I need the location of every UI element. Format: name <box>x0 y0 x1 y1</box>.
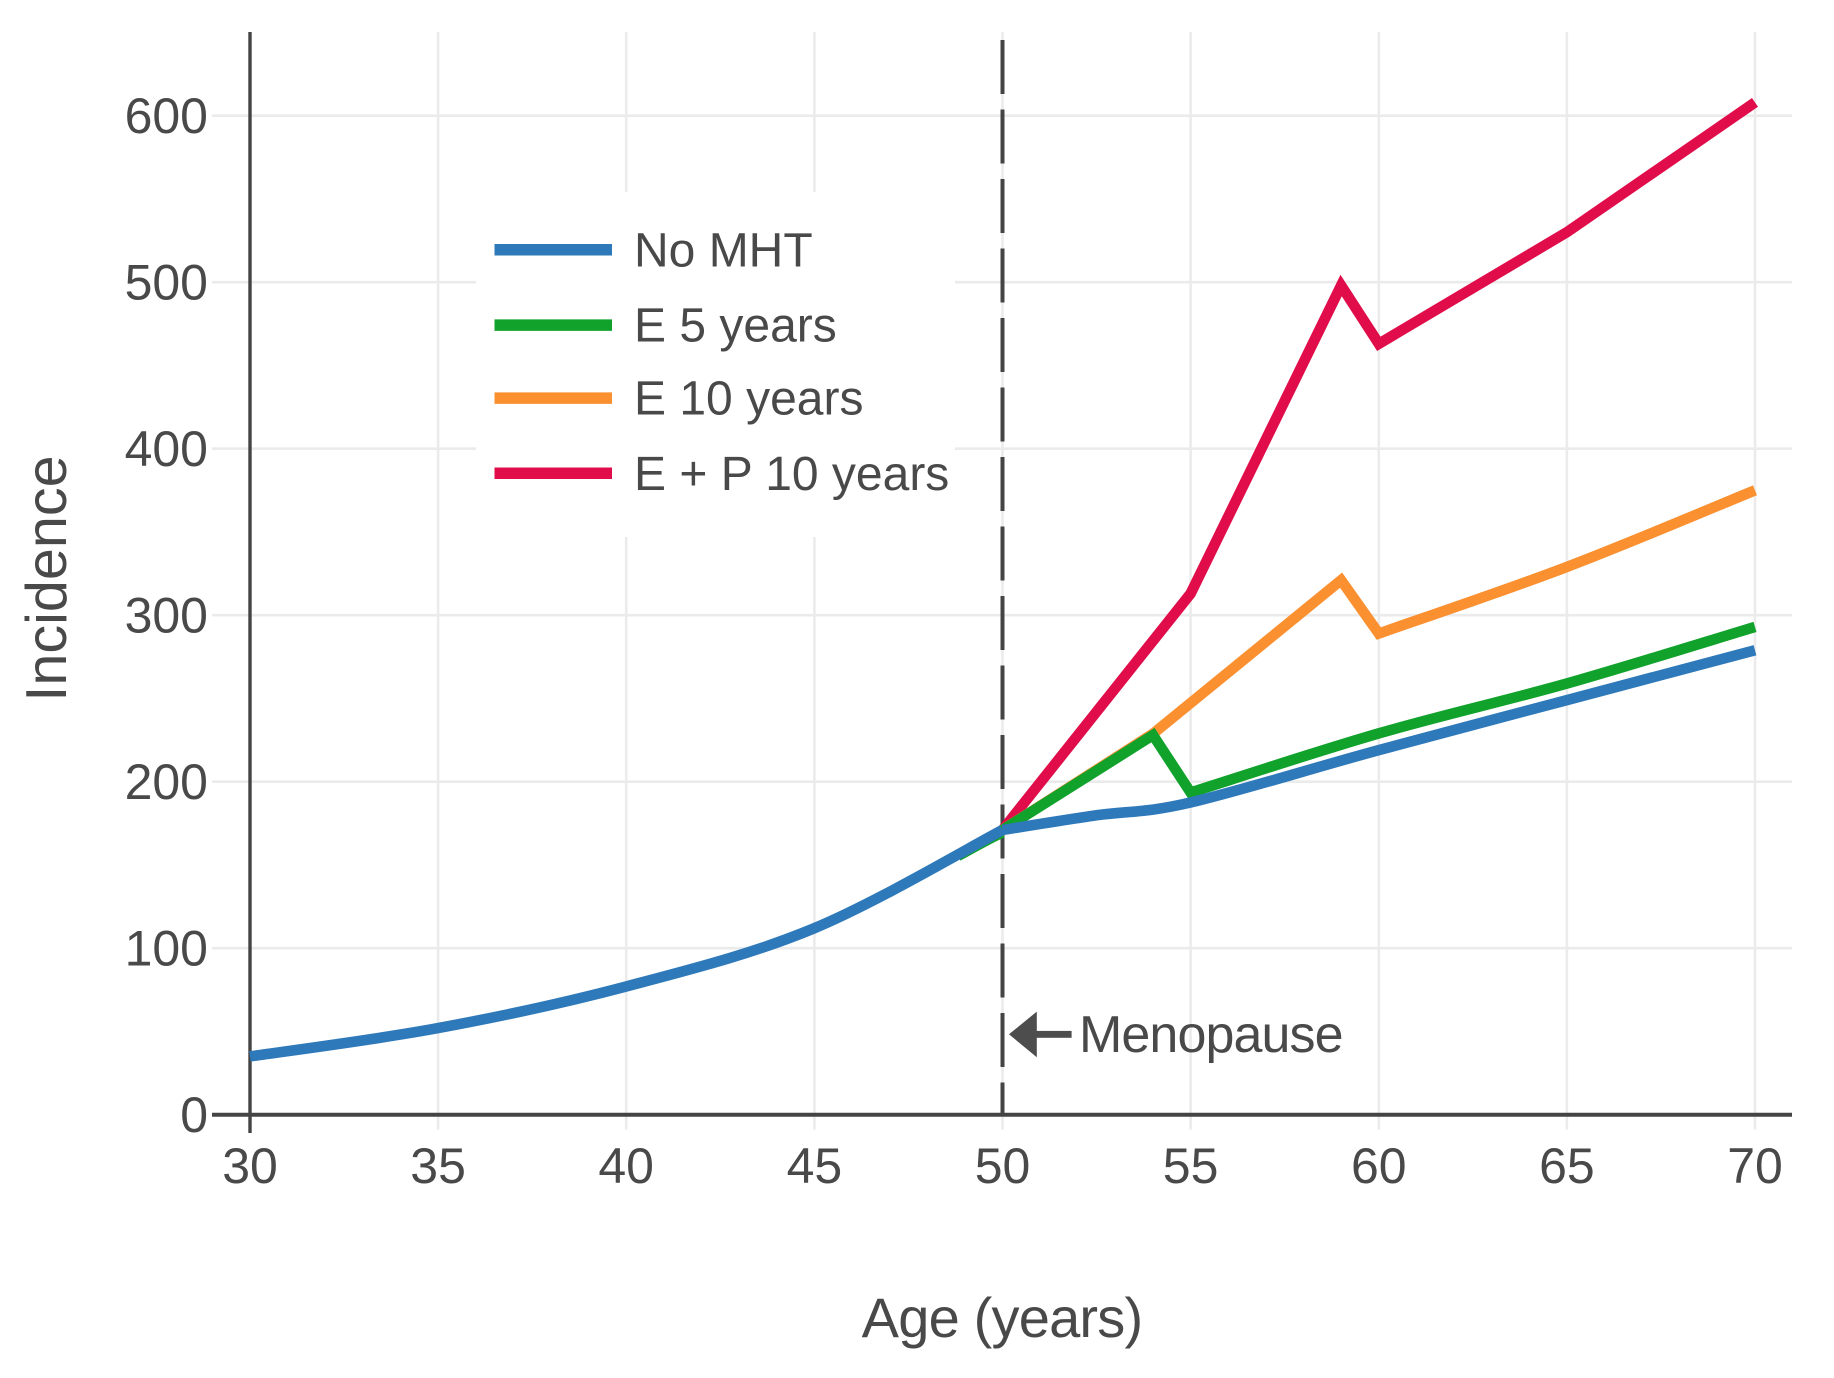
svg-text:45: 45 <box>787 1138 843 1194</box>
svg-text:65: 65 <box>1539 1138 1595 1194</box>
svg-text:100: 100 <box>125 921 208 977</box>
svg-text:200: 200 <box>125 754 208 810</box>
svg-text:E 5 years: E 5 years <box>634 300 837 353</box>
svg-text:400: 400 <box>125 421 208 477</box>
svg-text:55: 55 <box>1163 1138 1219 1194</box>
svg-text:E + P 10 years: E + P 10 years <box>634 448 949 501</box>
svg-text:600: 600 <box>125 88 208 144</box>
svg-text:30: 30 <box>222 1138 278 1194</box>
svg-text:300: 300 <box>125 588 208 644</box>
svg-text:0: 0 <box>180 1087 208 1143</box>
svg-text:No MHT: No MHT <box>634 224 813 277</box>
svg-text:35: 35 <box>410 1138 466 1194</box>
svg-text:Age (years): Age (years) <box>862 1286 1143 1349</box>
svg-text:60: 60 <box>1351 1138 1407 1194</box>
svg-text:50: 50 <box>975 1138 1031 1194</box>
svg-text:40: 40 <box>598 1138 654 1194</box>
svg-text:Incidence: Incidence <box>15 455 79 701</box>
svg-text:500: 500 <box>125 255 208 311</box>
svg-text:E 10 years: E 10 years <box>634 373 863 426</box>
svg-text:Menopause: Menopause <box>1079 1006 1343 1064</box>
svg-text:70: 70 <box>1727 1138 1783 1194</box>
